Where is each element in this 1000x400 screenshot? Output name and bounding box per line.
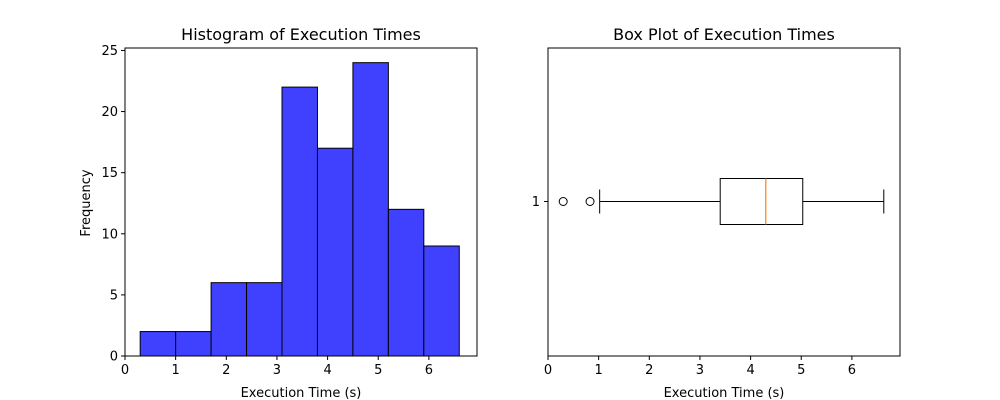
x-tick-label: 0: [544, 363, 552, 378]
histogram-bar: [316, 147, 354, 357]
x-tick-label: 5: [374, 363, 382, 378]
boxplot-panel: Box Plot of Execution Times 0 1 2 3 4 5 6 1 Ex…: [532, 25, 901, 400]
histogram-y-axis-label: Frequency: [79, 169, 94, 236]
y-tick-label: 20: [101, 105, 118, 120]
histogram-bar: [246, 282, 283, 357]
histogram-bar: [175, 331, 212, 357]
boxplot-y-ticks: 1: [532, 195, 548, 210]
y-tick-label: 5: [110, 288, 118, 303]
outlier-point: [585, 197, 595, 206]
y-tick-label: 0: [110, 350, 118, 365]
histogram-y-ticks: 0 5 10 15 20 25: [101, 44, 125, 365]
boxplot-x-axis-label: Execution Time (s): [664, 386, 785, 400]
y-tick-label: 1: [532, 195, 540, 210]
x-tick-label: 5: [797, 363, 805, 378]
x-tick-label: 6: [425, 363, 433, 378]
interquartile-box: [719, 178, 804, 225]
histogram-panel: Histogram of Execution Times 0 1 2 3 4 5 6 0 5 1…: [79, 25, 478, 400]
x-tick-label: 4: [323, 363, 331, 378]
histogram-plot-frame: [124, 47, 478, 357]
histogram-bar: [139, 331, 177, 357]
histogram-x-ticks: 0 1 2 3 4 5 6: [121, 356, 433, 378]
histogram-bars: [139, 62, 460, 357]
x-tick-label: 2: [645, 363, 653, 378]
outlier-point: [558, 197, 568, 206]
x-tick-label: 6: [848, 363, 856, 378]
histogram-bar: [387, 208, 425, 357]
boxplot-elements: [558, 178, 885, 225]
histogram-title: Histogram of Execution Times: [181, 25, 421, 44]
boxplot-plot-frame: [547, 47, 901, 357]
x-tick-label: 0: [121, 363, 129, 378]
x-tick-label: 4: [746, 363, 754, 378]
x-tick-label: 2: [222, 363, 230, 378]
y-tick-label: 25: [101, 44, 118, 59]
x-tick-label: 3: [696, 363, 704, 378]
histogram-x-axis-label: Execution Time (s): [241, 386, 362, 400]
boxplot-x-ticks: 0 1 2 3 4 5 6: [544, 356, 856, 378]
y-tick-label: 15: [101, 166, 118, 181]
histogram-bar: [352, 62, 389, 357]
x-tick-label: 3: [273, 363, 281, 378]
x-tick-label: 1: [172, 363, 180, 378]
histogram-bar: [210, 282, 248, 357]
histogram-bar: [423, 245, 460, 357]
x-tick-label: 1: [595, 363, 603, 378]
boxplot-title: Box Plot of Execution Times: [613, 25, 835, 44]
histogram-bar: [281, 86, 318, 357]
y-tick-label: 10: [101, 227, 118, 242]
